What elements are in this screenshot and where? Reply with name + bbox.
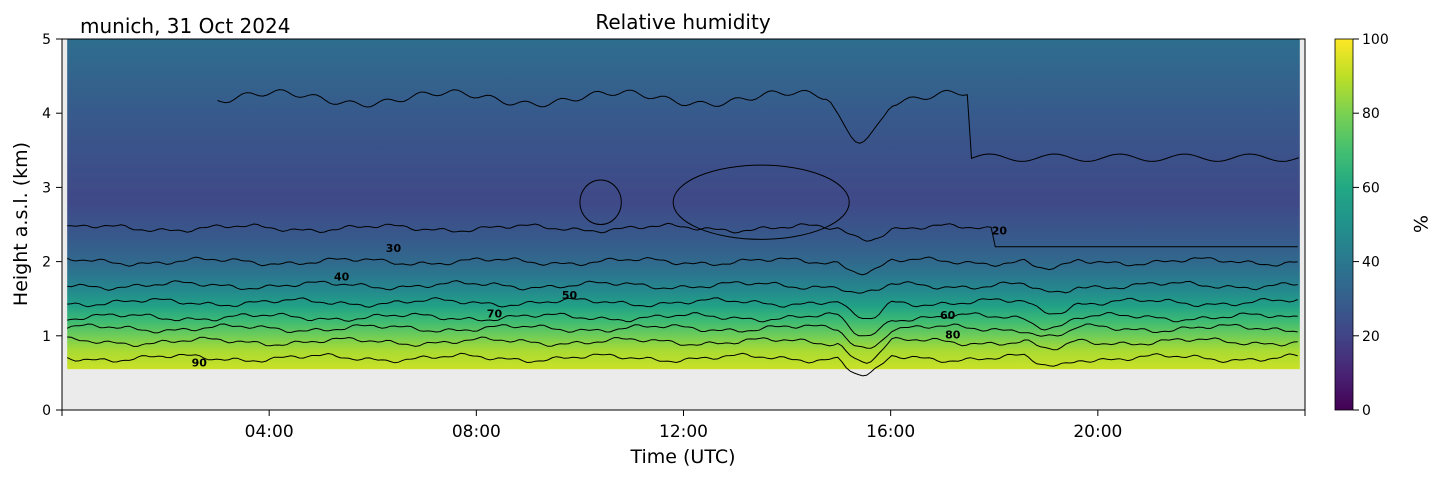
colorbar-ticks: 0 20 40 60 80 100 — [1353, 32, 1389, 419]
contour-label: 40 — [334, 270, 350, 283]
y-axis-label: Height a.s.l. (km) — [10, 142, 32, 306]
colorbar-tick-label: 40 — [1362, 255, 1380, 271]
x-axis-label: Time (UTC) — [629, 446, 735, 468]
x-tick-label: 12:00 — [659, 422, 708, 442]
humidity-field — [67, 39, 1300, 370]
colorbar-tick-label: 20 — [1362, 329, 1380, 345]
contour-label: 80 — [945, 328, 961, 341]
site-label: munich, 31 Oct 2024 — [80, 14, 290, 38]
contour-line — [67, 280, 1298, 294]
contour-label: 90 — [192, 357, 208, 370]
plot-area: 90 30 40 50 70 60 80 20 — [61, 38, 1306, 411]
contour-line — [67, 297, 1298, 320]
contour-line — [66, 256, 1298, 276]
y-tick-label: 1 — [42, 329, 51, 345]
colorbar-gradient — [1334, 38, 1354, 411]
chart-title: Relative humidity — [595, 10, 770, 34]
x-tick-label: 04:00 — [245, 422, 294, 442]
colorbar-tick-label: 80 — [1362, 106, 1380, 122]
y-tick-label: 3 — [42, 180, 51, 196]
contour-line — [66, 323, 1298, 349]
contour-label: 60 — [940, 309, 956, 322]
y-tick-label: 5 — [42, 32, 51, 48]
colorbar-tick-label: 100 — [1362, 32, 1389, 48]
contour-label: 30 — [386, 242, 402, 255]
x-tick-label: 16:00 — [866, 422, 915, 442]
contour-line — [672, 164, 850, 240]
contour-line — [67, 336, 1298, 364]
contour-line — [217, 89, 1299, 162]
contour-label: 70 — [487, 308, 503, 321]
x-tick-label: 08:00 — [452, 422, 501, 442]
colorbar-tick-label: 60 — [1362, 180, 1380, 196]
contour-line — [579, 179, 622, 226]
y-tick-label: 4 — [42, 106, 51, 122]
contour-labels: 90 30 40 50 70 60 80 20 — [192, 224, 1008, 369]
x-axis: 04:00 08:00 12:00 16:00 20:00 — [61, 410, 1306, 442]
contour-line — [67, 312, 1298, 337]
y-tick-label: 2 — [42, 255, 51, 271]
contour-label: 20 — [992, 224, 1008, 237]
y-axis: 0 1 2 3 4 5 — [42, 32, 62, 419]
colorbar: 0 20 40 60 80 100 % — [1334, 32, 1429, 419]
contour-label: 50 — [562, 289, 578, 302]
colorbar-tick-label: 0 — [1362, 403, 1371, 419]
contour-line — [67, 222, 1298, 248]
x-tick-label: 20:00 — [1073, 422, 1122, 442]
colorbar-label: % — [1409, 215, 1429, 233]
contour-lines — [66, 89, 1299, 377]
contour-line — [66, 352, 1298, 377]
y-tick-label: 0 — [42, 403, 51, 419]
